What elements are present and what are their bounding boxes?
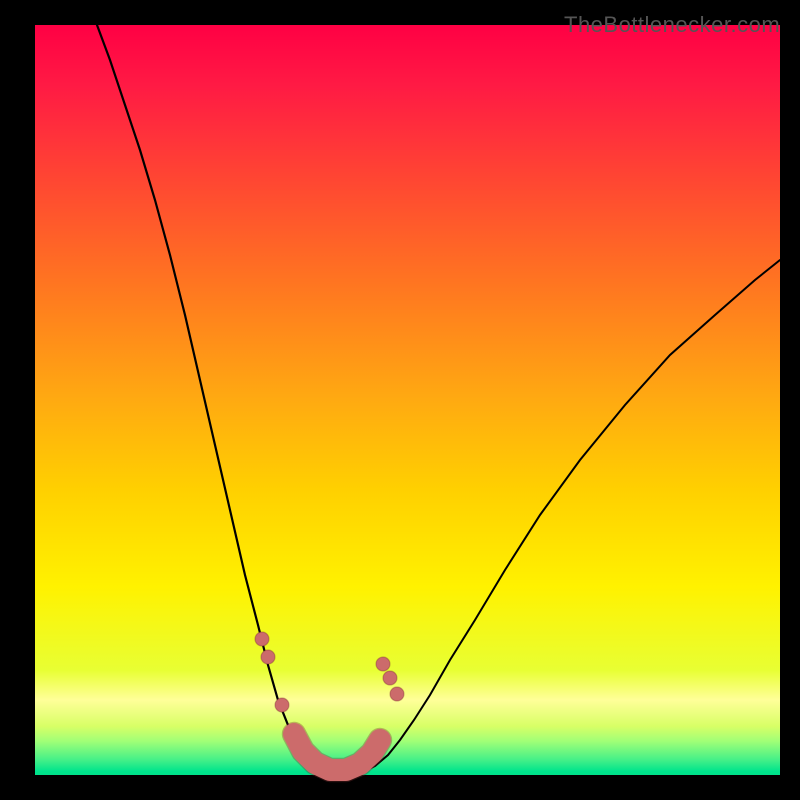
marker-dot-right-1: [383, 671, 397, 685]
marker-dot-right-2: [390, 687, 404, 701]
watermark-text: TheBottlenecker.com: [564, 12, 780, 38]
plot-area: [35, 25, 780, 775]
bottleneck-chart: [0, 0, 800, 800]
marker-dot-left-2: [275, 698, 289, 712]
chart-stage: TheBottlenecker.com: [0, 0, 800, 800]
marker-dot-left-0: [255, 632, 269, 646]
marker-dot-left-1: [261, 650, 275, 664]
marker-dot-right-0: [376, 657, 390, 671]
